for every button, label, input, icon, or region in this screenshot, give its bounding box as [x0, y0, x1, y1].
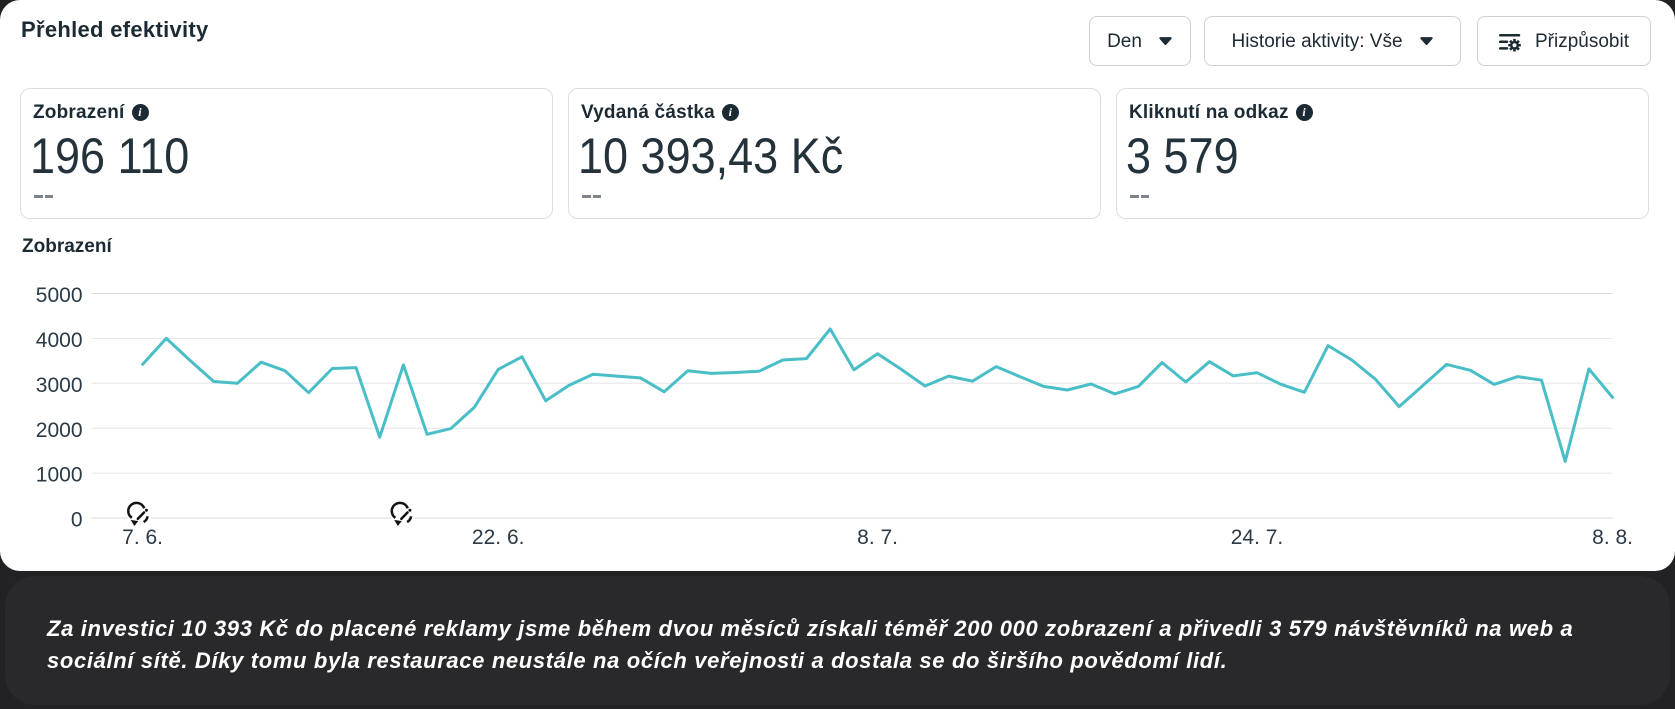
svg-text:3000: 3000: [36, 374, 83, 397]
svg-text:2000: 2000: [36, 419, 83, 442]
svg-text:1000: 1000: [36, 464, 83, 487]
svg-text:0: 0: [71, 509, 83, 532]
svg-text:24. 7.: 24. 7.: [1231, 526, 1284, 549]
svg-text:5000: 5000: [36, 284, 83, 307]
svg-text:4000: 4000: [36, 329, 83, 352]
svg-text:22. 6.: 22. 6.: [472, 526, 525, 549]
svg-text:8. 8.: 8. 8.: [1592, 526, 1633, 549]
svg-text:7. 6.: 7. 6.: [122, 526, 163, 549]
svg-text:8. 7.: 8. 7.: [857, 526, 898, 549]
